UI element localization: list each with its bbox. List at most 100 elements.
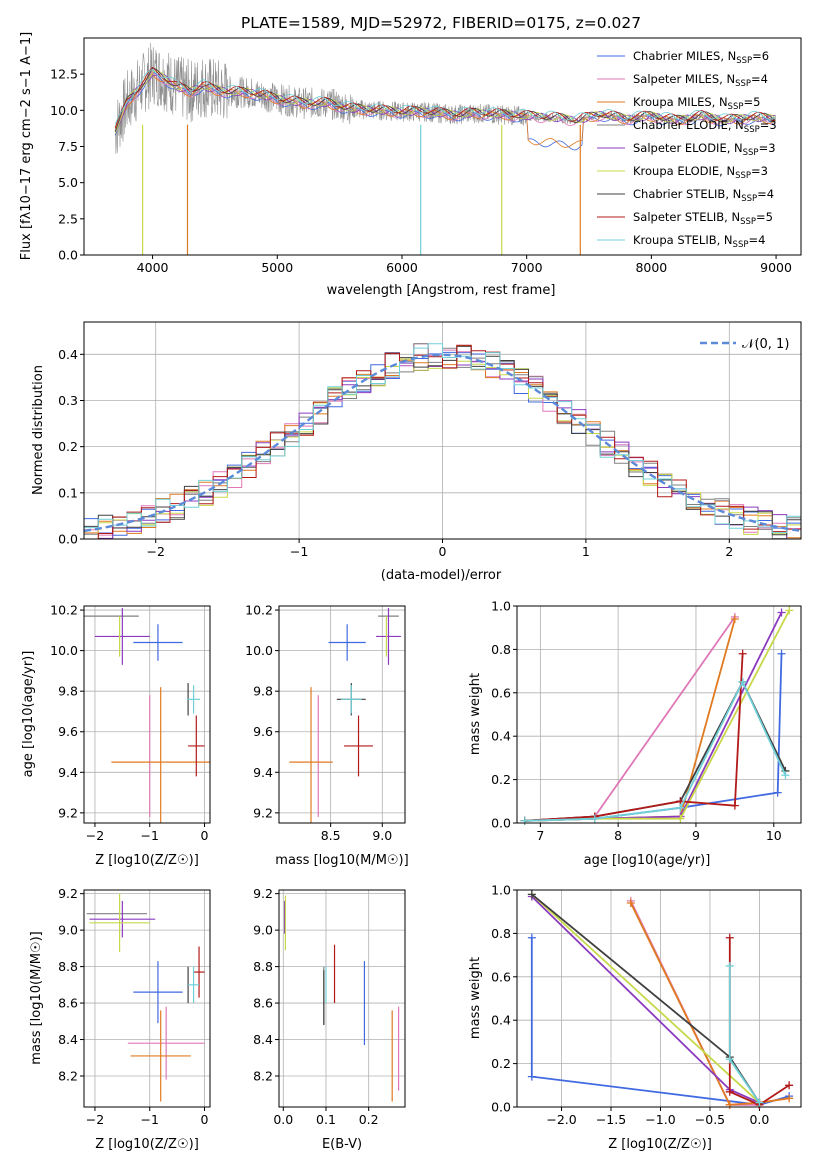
legend-entry: Salpeter ELODIE, NSSP=3 [633, 141, 776, 158]
axes-3 [275, 606, 405, 827]
y-tick-label: 8.2 [58, 1069, 78, 1084]
data-point-marker [520, 816, 529, 825]
legend-value: =3 [751, 164, 768, 178]
x-tick-label: 0.0 [749, 1112, 769, 1127]
legend-subscript: SSP [728, 102, 744, 112]
plot-frame [83, 889, 211, 1108]
x-tick-label: −1 [141, 828, 159, 843]
data-point-marker [730, 801, 739, 810]
y-tick-label: 9.0 [58, 923, 78, 938]
x-tick-label: 9.0 [372, 828, 392, 843]
model-spectrum-line [114, 68, 776, 125]
data-point-marker [755, 1098, 764, 1107]
x-tick-label: −0.5 [695, 1112, 725, 1127]
legend-entry: Salpeter MILES, NSSP=4 [633, 72, 768, 89]
x-tick-label: −2 [86, 1112, 104, 1127]
data-point-marker [738, 649, 747, 658]
data-point-marker [725, 1087, 734, 1096]
x-tick-label: 0 [439, 544, 447, 559]
data-point-marker [785, 1081, 794, 1090]
x-axis-label: E(B-V) [322, 1137, 362, 1152]
data-point-marker [527, 933, 536, 942]
y-tick-label: 0.1 [58, 485, 78, 500]
data-point-marker [527, 890, 536, 899]
x-tick-label: 8 [614, 828, 622, 843]
chart-title: PLATE=1589, MJD=52972, FIBERID=0175, z=0… [241, 14, 641, 32]
x-tick-label: 7 [536, 828, 544, 843]
y-tick-label: 8.4 [58, 1032, 78, 1047]
legend-subscript: SSP [735, 171, 751, 181]
legend-value: =3 [760, 118, 777, 132]
data-point-marker [773, 788, 782, 797]
model-spectrum-line [114, 66, 776, 128]
x-axis-label: Z [log10(Z/Z☉)] [608, 1137, 712, 1152]
mass-weight-line [524, 609, 791, 822]
data-point-marker [738, 677, 747, 686]
legend-entry: 𝒩(0, 1) [742, 337, 789, 352]
data-point-marker [781, 771, 790, 780]
y-axis-label: mass weight [468, 673, 483, 755]
y-tick-label: 9.6 [253, 724, 273, 739]
y-tick-label: 9.2 [58, 886, 78, 901]
y-tick-label: 0.8 [491, 926, 511, 941]
y-tick-label: 9.6 [58, 724, 78, 739]
mass-weight-line [524, 679, 787, 822]
y-tick-label: 10.2 [245, 603, 273, 618]
x-tick-label: −2.0 [546, 1112, 576, 1127]
y-tick-label: 8.8 [58, 959, 78, 974]
x-axis-label: age [log10(age/yr)] [584, 853, 711, 868]
x-tick-label: 0.0 [273, 1112, 293, 1127]
y-tick-label: 8.2 [253, 1069, 273, 1084]
plot-frame [83, 37, 802, 256]
axes-5 [80, 890, 210, 1111]
data-point-marker [626, 899, 635, 908]
data-point-marker [590, 814, 599, 823]
mass-weight-line [524, 653, 744, 822]
y-tick-label: 5.0 [58, 175, 78, 190]
y-tick-label: 9.2 [253, 886, 273, 901]
legend-text: Salpeter STELIB, N [633, 210, 740, 224]
legend-entry: Chabrier ELODIE, NSSP=3 [633, 118, 777, 135]
legend-value: =5 [743, 95, 760, 109]
model-spectrum-line [114, 71, 776, 151]
normal-curve-line [83, 353, 802, 533]
x-tick-label: −2 [86, 828, 104, 843]
y-tick-label: 0.0 [491, 816, 511, 831]
x-tick-label: −1.0 [645, 1112, 675, 1127]
legend-text: Kroupa ELODIE, N [633, 164, 735, 178]
legend-subscript: SSP [743, 148, 759, 158]
y-tick-label: 0.2 [491, 1056, 511, 1071]
x-tick-label: 2 [725, 544, 733, 559]
y-tick-label: 9.8 [58, 684, 78, 699]
x-tick-label: 6000 [386, 260, 418, 275]
y-axis-label: age [log10(age/yr)] [21, 651, 36, 778]
data-point-marker [730, 615, 739, 624]
model-spectrum-line [114, 67, 776, 132]
y-tick-label: 8.6 [58, 996, 78, 1011]
x-tick-label: 1 [582, 544, 590, 559]
plot-frame [516, 889, 802, 1108]
x-tick-label: 0.2 [359, 1112, 379, 1127]
y-tick-label: 12.5 [50, 67, 78, 82]
axes-7 [513, 889, 801, 1111]
y-tick-label: 0.0 [58, 248, 78, 263]
y-tick-label: 0.8 [491, 642, 511, 657]
data-point-marker [725, 961, 734, 970]
plot-frame [278, 605, 406, 824]
plot-frame [83, 605, 211, 824]
legend-text: Chabrier MILES, N [633, 49, 736, 63]
x-axis-label: wavelength [Angstrom, rest frame] [327, 283, 556, 298]
x-tick-label: 7000 [511, 260, 543, 275]
y-tick-label: 0.3 [58, 393, 78, 408]
x-axis-label: Z [log10(Z/Z☉)] [95, 1137, 199, 1152]
x-tick-label: −1 [290, 544, 308, 559]
x-axis-label: (data-model)/error [381, 568, 502, 583]
y-tick-label: 9.2 [58, 805, 78, 820]
data-point-marker [777, 649, 786, 658]
legend-entry: Salpeter STELIB, NSSP=5 [633, 210, 773, 227]
legend-entry: Kroupa ELODIE, NSSP=3 [633, 164, 768, 181]
x-axis-label: Z [log10(Z/Z☉)] [95, 853, 199, 868]
y-tick-label: 10.2 [50, 603, 78, 618]
model-spectrum-line [114, 70, 776, 134]
y-tick-label: 9.4 [253, 765, 273, 780]
